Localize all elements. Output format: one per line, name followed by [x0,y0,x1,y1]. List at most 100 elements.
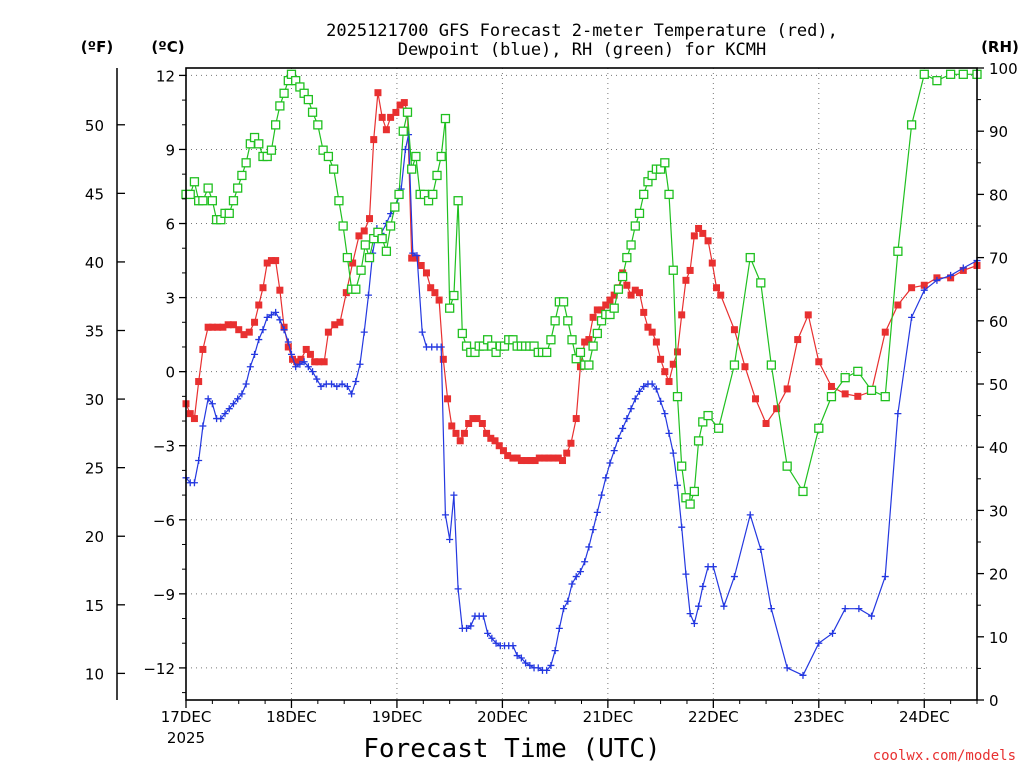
temperature-point [289,355,297,363]
rh-point [826,391,837,402]
x-tick-label: 17DEC [161,708,212,726]
dewpoint-point [304,363,312,371]
dewpoint-point [272,308,280,316]
temperature-point [208,323,216,331]
rh-point [329,164,339,174]
rh-point [756,278,766,288]
temperature-point [267,257,275,265]
dewpoint-point [251,350,259,358]
temperature-point [272,257,280,265]
temperature-point [465,420,473,427]
fahrenheit-tick-label: 45 [85,185,104,203]
temperature-point [695,224,703,232]
rh-point [932,75,942,86]
dewpoint-point [238,390,246,398]
plot-frame [185,67,978,701]
dewpoint-point [920,286,928,294]
temperature-point [690,232,698,240]
dewpoint-point [509,642,517,650]
fahrenheit-tick-label: 20 [85,528,104,546]
rh-axis-label: (RH) [981,38,1019,56]
fahrenheit-tick-label: 10 [85,665,104,683]
dewpoint-point [652,385,660,393]
temperature-point [224,321,232,329]
temperature-point [320,358,328,366]
temperature-point [331,321,339,329]
temperature-point [541,454,549,462]
dewpoint-point [648,380,656,388]
temperature-point [499,447,507,455]
celsius-tick-label: −3 [153,438,175,456]
rh-point [703,410,713,421]
dewpoint-point [364,291,372,299]
temperature-point [644,323,652,331]
fahrenheit-tick-label: 35 [85,323,104,341]
dewpoint-point [695,602,703,610]
temperature-point [478,420,486,427]
rh-point [567,335,577,345]
chart-title-line1: 2025121700 GFS Forecast 2-meter Temperat… [326,21,838,41]
rh-point [436,151,446,162]
temperature-point [276,286,284,294]
x-tick-label: 21DEC [583,708,634,726]
rh-point [893,246,903,256]
rh-point [377,233,387,244]
dewpoint-point [881,573,889,581]
series-temperature [182,89,981,465]
rh-tick-label: 10 [989,629,1008,647]
dewpoint-point [450,491,458,499]
dewpoint-point [610,447,618,455]
rh-point [866,385,877,395]
temperature-point [661,368,669,376]
rh-point [457,328,467,339]
temperature-point [396,101,404,109]
dewpoint-point [669,449,677,457]
dewpoint-point [799,671,807,679]
rh-point [390,202,400,212]
dewpoint-point [255,336,263,344]
temperature-point [513,454,521,462]
dewpoint-point [513,652,521,660]
dewpoint-point [352,378,360,386]
temperature-point [673,348,681,356]
temperature-point [311,358,319,366]
dewpoint-point [746,511,754,519]
rh-point [453,196,463,206]
rh-point [745,252,755,263]
rh-point [814,423,824,433]
temperature-point [315,358,323,366]
temperature-point [324,328,332,336]
temperature-point [387,113,395,121]
dewpoint-point [263,313,271,321]
temperature-point [360,227,368,235]
dewpoint-point [636,387,644,395]
temperature-point [686,266,694,274]
dewpoint-point [208,400,216,408]
temperature-point [585,336,593,344]
temperature-point [199,345,207,353]
dewpoint-point [657,397,665,405]
dewpoint-point [678,523,686,531]
temperature-point [427,284,435,292]
dewpoint-point [292,363,300,371]
dewpoint-point [190,479,198,487]
dewpoint-point [479,612,487,620]
dewpoint-point [640,382,648,390]
rh-point [713,423,724,433]
dewpoint-point [894,410,902,418]
temperature-point [665,378,673,386]
temperature-point [214,323,222,331]
x-year-label: 2025 [167,729,205,747]
temperature-point [186,410,194,418]
rh-point [228,196,239,206]
rh-point [558,297,569,307]
temperature-point [517,457,525,465]
temperature-point [366,215,374,223]
temperature-point [627,291,635,299]
temperature-point [804,311,812,319]
temperature-point [678,311,686,319]
temperature-point [762,420,770,427]
rh-point [588,341,598,351]
rh-point [445,303,455,313]
temperature-point [581,338,589,346]
